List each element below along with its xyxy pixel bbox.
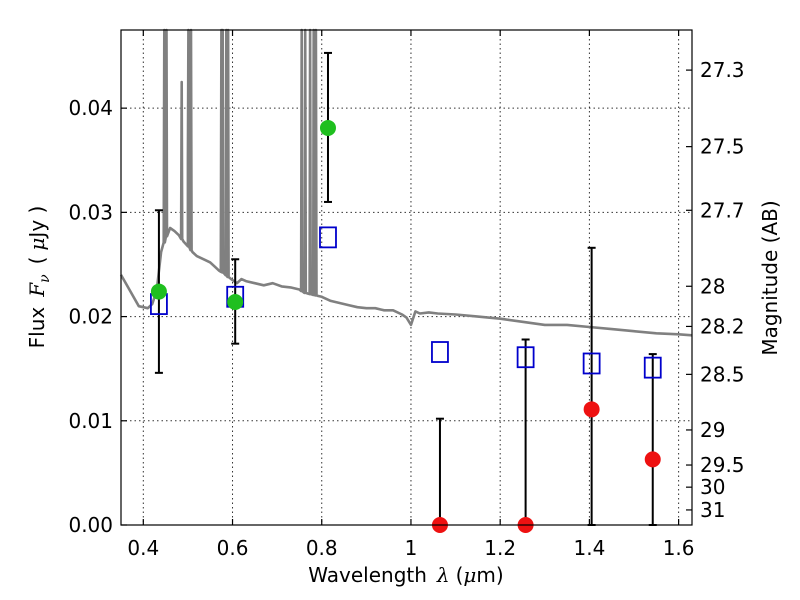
model-photometry-markers	[150, 226, 662, 379]
x-tick-label: 0.6	[217, 536, 249, 560]
y-tick-label: 0.04	[68, 96, 113, 120]
axis-ticks: 0.4 0.6 0.8 1 1.2 1.4 1.6 0.00 0.01 0.02 0.03 0.04 2…	[68, 30, 745, 560]
y2-tick-label: 29	[700, 418, 725, 442]
y2-tick-label: 28	[700, 274, 725, 298]
y2-tick-label: 31	[700, 498, 725, 522]
y-tick-label: 0.00	[68, 513, 113, 537]
error-bars	[154, 51, 657, 526]
y2-tick-label: 30	[700, 475, 725, 499]
sed-model-line	[119, 28, 693, 337]
x-tick-label: 1	[405, 536, 418, 560]
model-photometry-point	[643, 356, 662, 379]
y-tick-label: 0.01	[68, 409, 113, 433]
detection-point	[227, 293, 244, 310]
x-axis-label: Wavelength λ (μm)	[308, 563, 503, 587]
nondetection-point	[644, 451, 661, 468]
y2-tick-label: 29.5	[700, 453, 745, 477]
x-tick-label: 0.4	[127, 536, 159, 560]
y2-tick-label: 27.7	[700, 198, 745, 222]
model-photometry-point	[516, 346, 535, 369]
y-axis-label: FluxFν(μJy )	[25, 206, 53, 349]
y2-tick-label: 27.5	[700, 135, 745, 159]
y2-tick-label: 28.2	[700, 314, 745, 338]
nondetection-point	[583, 401, 600, 418]
model-photometry-point	[582, 352, 601, 375]
plot-frame	[120, 29, 693, 526]
model-photometry-point	[319, 226, 337, 249]
y2-tick-label: 27.3	[700, 58, 745, 82]
x-tick-label: 0.8	[306, 536, 338, 560]
grid-lines	[121, 30, 692, 526]
detection-point	[150, 283, 167, 300]
y-tick-label: 0.02	[68, 305, 113, 329]
detection-point	[319, 119, 336, 136]
model-photometry-point	[431, 341, 449, 363]
y2-axis-label: Magnitude (AB)	[758, 200, 782, 355]
y2-tick-label: 28.5	[700, 362, 745, 386]
y-tick-label: 0.03	[68, 200, 113, 224]
x-tick-label: 1.4	[573, 536, 605, 560]
x-tick-label: 1.2	[484, 536, 516, 560]
sed-model-curve	[119, 28, 693, 337]
x-tick-label: 1.6	[663, 536, 695, 560]
